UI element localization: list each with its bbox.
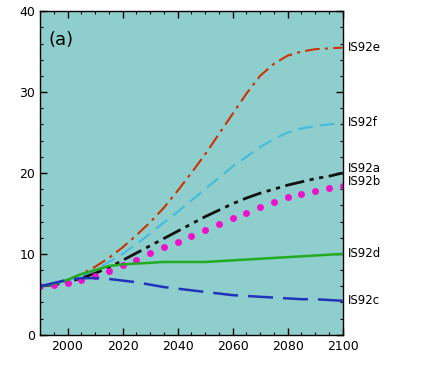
Text: IS92e: IS92e <box>348 41 381 54</box>
Text: IS92a: IS92a <box>348 163 381 176</box>
Text: (a): (a) <box>49 31 73 49</box>
Text: IS92b: IS92b <box>348 175 381 188</box>
Text: IS92d: IS92d <box>348 247 381 260</box>
Text: IS92f: IS92f <box>348 116 378 129</box>
Text: IS92c: IS92c <box>348 294 380 307</box>
